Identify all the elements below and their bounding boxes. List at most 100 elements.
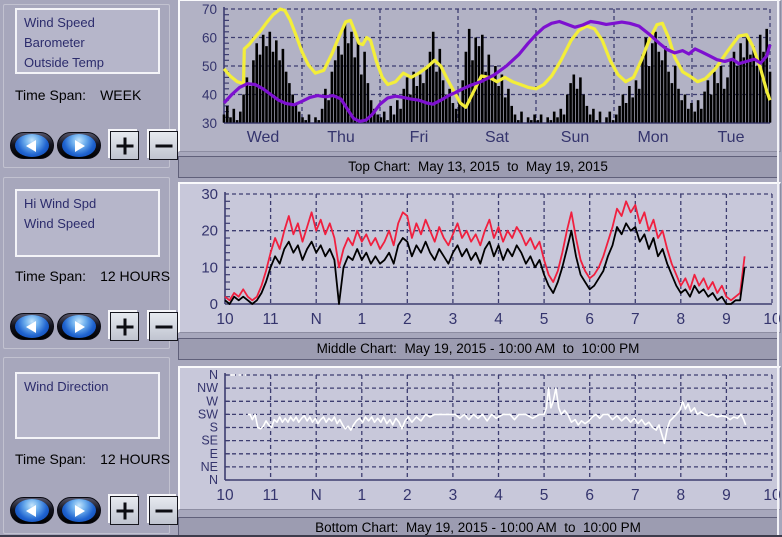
middle-chart-control-group: Hi Wind Spd Wind Speed Time Span: 12 HOUR… [3,177,178,349]
tick-label: 30 [202,116,217,131]
zoom-in-button[interactable] [110,131,139,160]
tick-label: 6 [585,311,594,328]
wind-speed-series [224,222,746,305]
time-span-row: Time Span: WEEK [15,87,141,103]
tick-label: 2 [403,311,412,328]
tick-label: E [210,447,218,461]
window-right-bevel [777,0,779,537]
tick-label: 1 [357,487,366,504]
tick-label: 1 [357,311,366,328]
time-span-label: Time Span: [15,268,87,284]
middle-chart-caption: Middle Chart: May 19, 2015 - 10:00 AM to… [178,338,778,360]
hi-wind-spd-series [224,200,746,302]
tick-label: 10 [763,311,780,328]
tick-label: 8 [677,487,686,504]
tick-label: 10 [216,311,234,328]
window-bottom-edge [0,535,782,537]
tick-label: 70 [202,2,217,17]
tick-label: 10 [763,487,780,504]
prev-button[interactable] [10,132,54,159]
prev-button[interactable] [10,313,54,340]
tick-label: 5 [540,311,549,328]
tick-label: N [209,473,218,487]
next-button[interactable] [57,497,101,524]
list-item[interactable]: Wind Speed [24,15,95,30]
arrow-right-icon [62,499,96,522]
tick-label: Wed [247,129,280,146]
bottom-chart-control-group: Wind Direction Time Span: 12 HOURS [3,357,178,534]
top-chart-caption: Top Chart: May 13, 2015 to May 19, 2015 [178,156,778,178]
list-item[interactable]: Barometer [24,35,85,50]
tick-label: N [209,368,218,382]
tick-label: W [206,394,218,408]
arrow-right-icon [62,315,96,338]
tick-label: NE [201,460,218,474]
middle-chart-panel: 0 10 20 30 10 11 N 1 2 3 4 5 6 7 8 9 10 [178,182,781,333]
tick-label: Thu [327,129,355,146]
chart-nav-buttons [10,312,178,341]
tick-label: 40 [202,88,217,103]
tick-label: 10 [201,259,218,276]
tick-label: Fri [410,129,429,146]
tick-label: 11 [263,487,279,504]
chart-nav-buttons [10,496,178,525]
arrow-left-icon [15,315,49,338]
tick-label: 9 [722,311,731,328]
tick-label: NW [197,381,218,395]
prev-button[interactable] [10,497,54,524]
next-button[interactable] [57,132,101,159]
tick-label: 8 [677,311,686,328]
outside-temp-series [222,7,772,109]
tick-label: 6 [585,487,594,504]
time-span-label: Time Span: [15,87,87,103]
tick-label: 11 [263,311,279,328]
bottom-chart-series-listbox[interactable]: Wind Direction [15,372,160,439]
zoom-out-button[interactable] [149,496,178,525]
tick-label: 0 [210,296,218,313]
top-chart-series-listbox[interactable]: Wind Speed Barometer Outside Temp [15,8,160,74]
barometer-series [222,19,772,123]
zoom-out-button[interactable] [149,131,178,160]
tick-label: 3 [449,487,458,504]
time-span-row: Time Span: 12 HOURS [15,268,170,284]
top-chart-control-group: Wind Speed Barometer Outside Temp Time S… [3,4,178,168]
tick-label: Sat [485,129,510,146]
tick-label: 10 [216,487,234,504]
tick-label: 30 [201,186,218,203]
zoom-out-button[interactable] [149,312,178,341]
tick-label: 9 [722,487,731,504]
tick-label: SW [198,407,218,421]
list-item[interactable]: Outside Temp [24,55,104,70]
time-span-label: Time Span: [15,451,87,467]
arrow-left-icon [15,134,49,157]
tick-label: 2 [403,487,412,504]
zoom-in-button[interactable] [110,496,139,525]
tick-label: N [311,487,322,504]
tick-label: 4 [494,487,503,504]
top-chart-panel: 30 40 50 60 70 Wed Thu Fri Sat Sun Mon Tue [178,0,781,152]
tick-label: Mon [637,129,668,146]
tick-label: 3 [449,311,458,328]
bottom-chart-caption: Bottom Chart: May 19, 2015 - 10:00 AM to… [178,517,778,537]
tick-label: N [311,311,322,328]
tick-label: 7 [631,311,640,328]
time-span-value: 12 HOURS [100,451,171,467]
tick-label: 20 [201,223,218,240]
zoom-in-button[interactable] [110,312,139,341]
wind-speed-series [222,23,772,123]
list-item[interactable]: Wind Direction [24,379,109,394]
next-button[interactable] [57,313,101,340]
list-item[interactable]: Wind Speed [24,216,95,231]
time-span-value: 12 HOURS [100,268,171,284]
arrow-right-icon [62,134,96,157]
tick-label: Tue [718,129,745,146]
arrow-left-icon [15,499,49,522]
tick-label: 7 [631,487,640,504]
top-chart-canvas: 30 40 50 60 70 Wed Thu Fri Sat Sun Mon Tue [202,2,772,146]
list-item[interactable]: Hi Wind Spd [24,196,97,211]
middle-chart-series-listbox[interactable]: Hi Wind Spd Wind Speed [15,189,160,257]
time-span-value: WEEK [100,87,142,103]
bottom-chart-panel: N NW W SW S SE E NE N 10 11 N 1 2 3 4 5 6 7 8 9 10 [178,366,781,510]
